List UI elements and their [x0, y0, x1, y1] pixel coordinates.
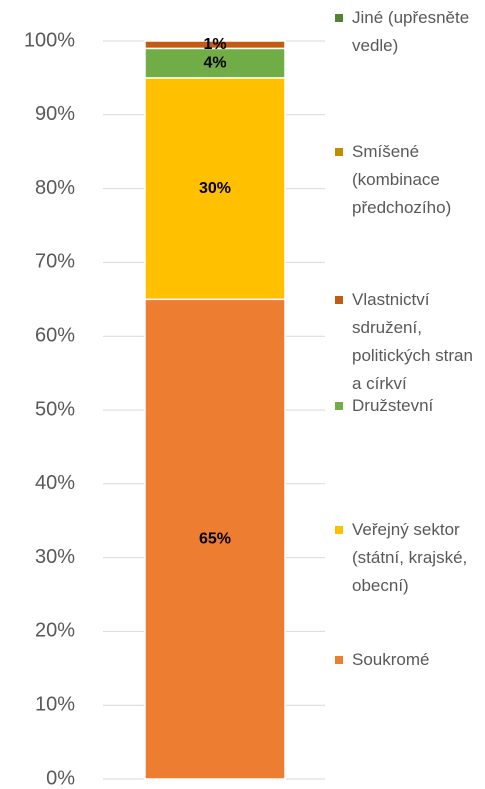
y-tick-label: 80% — [35, 177, 75, 199]
legend-swatch — [335, 296, 343, 304]
data-label: 1% — [203, 36, 226, 53]
y-tick-label: 70% — [35, 251, 75, 273]
legend-swatch — [335, 526, 343, 534]
legend-item: Veřejný sektor (státní, krajské, obecní) — [335, 516, 485, 600]
legend-item: Vlastnictví sdružení, politických stran … — [335, 286, 485, 398]
legend-item: Jiné (upřesněte vedle) — [335, 4, 485, 60]
data-label: 65% — [199, 530, 231, 547]
y-tick-label: 90% — [35, 103, 75, 125]
data-label: 30% — [199, 180, 231, 197]
y-tick-label: 20% — [35, 620, 75, 642]
data-label: 4% — [203, 54, 226, 71]
bar-segment — [144, 40, 286, 50]
legend-item: Soukromé — [335, 646, 485, 674]
y-tick-label: 100% — [24, 29, 75, 51]
legend-label: Vlastnictví sdružení, politických stran … — [352, 290, 473, 393]
y-tick-label: 0% — [46, 767, 75, 789]
y-tick-label: 10% — [35, 693, 75, 715]
legend-label: Družstevní — [352, 396, 434, 415]
bar-segment — [144, 77, 286, 301]
y-tick-label: 40% — [35, 472, 75, 494]
legend-swatch — [335, 148, 343, 156]
legend-item: Družstevní — [335, 392, 485, 420]
y-tick-label: 60% — [35, 324, 75, 346]
legend-label: Veřejný sektor (státní, krajské, obecní) — [352, 520, 468, 595]
legend-label: Jiné (upřesněte vedle) — [352, 8, 470, 55]
bar-segment — [144, 298, 286, 780]
legend-swatch — [335, 402, 343, 410]
legend-swatch — [335, 656, 343, 664]
legend-label: Smíšené (kombinace předchozího) — [352, 142, 452, 217]
legend-swatch — [335, 14, 343, 22]
y-tick-label: 30% — [35, 546, 75, 568]
y-tick-label: 50% — [35, 398, 75, 420]
legend-item: Smíšené (kombinace předchozího) — [335, 138, 485, 222]
legend-label: Soukromé — [352, 650, 430, 669]
